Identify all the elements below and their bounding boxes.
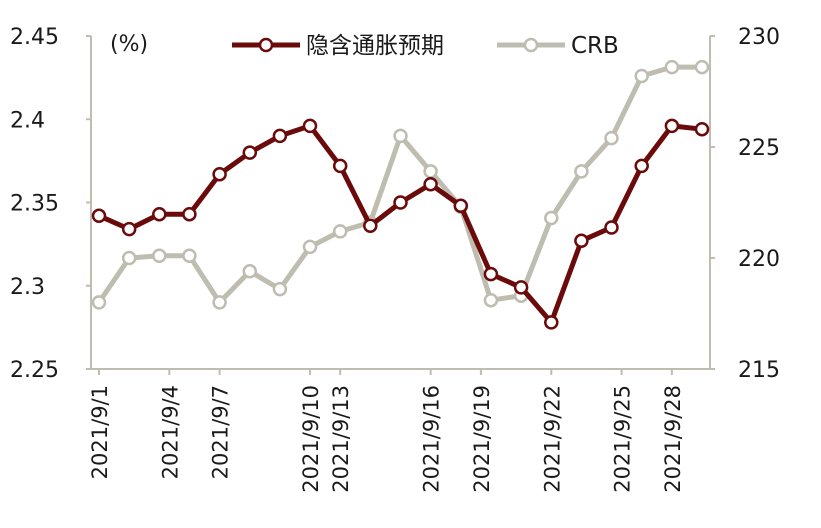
data-point-inflation xyxy=(694,121,710,137)
data-point-inflation xyxy=(664,118,680,134)
data-point-inflation xyxy=(91,208,107,224)
data-point-inflation xyxy=(152,206,167,222)
x-tick-label: 2021/9/13 xyxy=(329,385,353,493)
data-point-crb xyxy=(332,224,348,239)
data-point-crb xyxy=(152,248,167,264)
data-point-inflation xyxy=(393,195,408,210)
x-tick-label: 2021/9/1 xyxy=(88,385,112,479)
data-point-inflation xyxy=(544,315,559,330)
data-point-crb xyxy=(694,59,710,75)
data-point-inflation xyxy=(182,206,197,222)
legend: 隐含通胀预期 CRB xyxy=(232,33,619,59)
data-point-crb xyxy=(664,59,680,75)
data-point-inflation xyxy=(634,158,649,174)
x-tick-label: 2021/9/16 xyxy=(420,385,444,493)
legend-label-crb: CRB xyxy=(571,33,619,59)
data-point-crb xyxy=(91,295,107,310)
series-crb xyxy=(91,59,710,310)
legend-marker-crb xyxy=(523,37,539,53)
data-point-inflation xyxy=(302,118,318,134)
data-point-inflation xyxy=(423,176,438,192)
x-tick-label: 2021/9/22 xyxy=(540,385,564,493)
data-point-crb xyxy=(182,248,197,264)
data-point-crb xyxy=(302,239,318,255)
data-point-crb xyxy=(544,210,559,226)
legend-item-crb: CRB xyxy=(497,33,619,59)
left-tick-label: 2.4 xyxy=(10,108,45,133)
x-tick-label: 2021/9/4 xyxy=(158,385,182,479)
left-axis-ticks: 2.25 2.3 2.35 2.4 2.45 xyxy=(10,25,91,383)
data-point-crb xyxy=(272,281,288,297)
right-axis-ticks: 215 220 225 230 xyxy=(710,25,780,383)
data-point-inflation xyxy=(212,166,227,182)
x-axis-ticks: 2021/9/1 2021/9/4 2021/9/7 2021/9/10 2021/9/… xyxy=(88,369,685,493)
unit-label: (%) xyxy=(110,32,148,57)
data-point-crb xyxy=(574,164,589,179)
series-line-crb xyxy=(96,64,705,305)
series-inflation xyxy=(91,118,710,330)
data-point-crb xyxy=(604,130,619,146)
legend-item-inflation: 隐含通胀预期 xyxy=(232,33,444,59)
x-tick-label: 2021/9/10 xyxy=(299,385,323,493)
data-point-inflation xyxy=(574,233,589,249)
right-tick-label: 230 xyxy=(738,25,780,50)
series-layer xyxy=(91,59,710,330)
data-point-crb xyxy=(393,128,408,144)
legend-marker-inflation xyxy=(258,37,274,53)
legend-label-inflation: 隐含通胀预期 xyxy=(306,33,444,59)
x-tick-label: 2021/9/28 xyxy=(661,385,685,493)
data-point-crb xyxy=(423,164,438,179)
data-point-inflation xyxy=(363,218,378,234)
data-point-inflation xyxy=(483,266,499,282)
left-tick-label: 2.25 xyxy=(10,358,59,383)
x-tick-label: 2021/9/25 xyxy=(611,385,635,493)
data-point-crb xyxy=(634,68,649,84)
right-tick-label: 215 xyxy=(738,358,780,383)
data-point-inflation xyxy=(332,158,348,174)
data-point-inflation xyxy=(272,128,288,144)
x-tick-label: 2021/9/7 xyxy=(209,385,233,479)
data-point-inflation xyxy=(121,221,137,237)
data-point-crb xyxy=(121,250,137,266)
data-point-inflation xyxy=(242,145,258,160)
right-tick-label: 220 xyxy=(738,247,780,272)
data-point-inflation xyxy=(453,198,469,214)
data-point-inflation xyxy=(604,220,619,235)
data-point-crb xyxy=(483,292,499,308)
right-tick-label: 225 xyxy=(738,136,780,161)
data-point-crb xyxy=(242,264,258,279)
left-tick-label: 2.45 xyxy=(10,25,59,50)
data-point-inflation xyxy=(513,280,529,295)
x-tick-label: 2021/9/19 xyxy=(470,385,494,493)
left-tick-label: 2.3 xyxy=(10,275,45,300)
data-point-crb xyxy=(212,295,227,310)
left-tick-label: 2.35 xyxy=(10,192,59,217)
